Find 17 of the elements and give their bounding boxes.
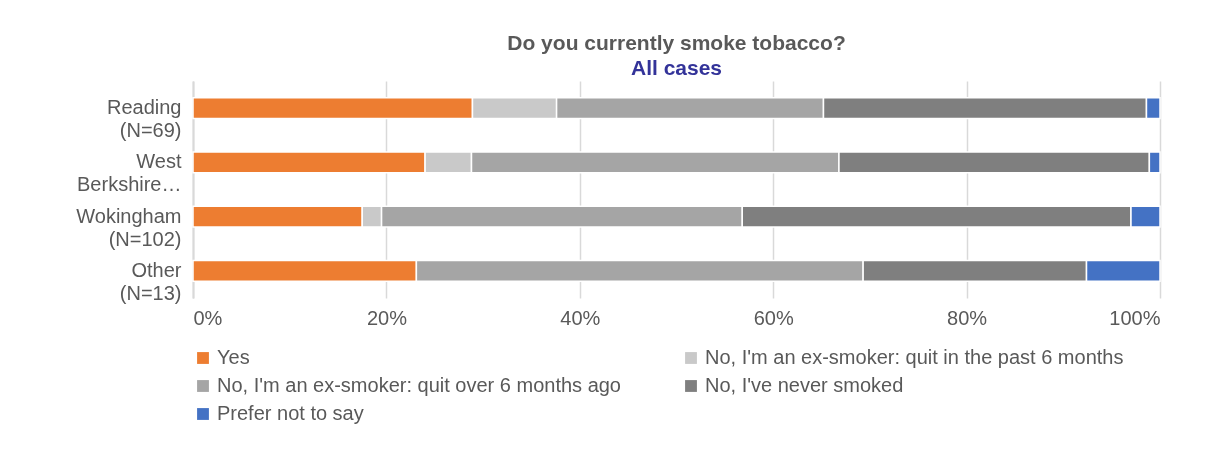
legend-label: No, I'm an ex-smoker: quit over 6 months ago — [217, 374, 621, 396]
legend-label: No, I've never smoked — [705, 374, 904, 396]
y-tick-label: Reading (N=69) — [106, 96, 182, 142]
chart-title: Do you currently smoke tobacco? — [507, 31, 846, 54]
y-tick-label: Other (N=13) — [119, 258, 182, 304]
x-tick-label: 0% — [193, 306, 223, 329]
y-tick-label: West Berkshire… — [77, 150, 182, 196]
y-tick-label: Wokingham (N=102) — [76, 204, 182, 250]
legend-label: No, I'm an ex-smoker: quit in the past 6 months — [705, 346, 1124, 368]
legend-label: Prefer not to say — [217, 402, 364, 424]
x-tick-label: 100% — [1109, 306, 1161, 329]
x-tick-label: 40% — [560, 306, 601, 329]
x-tick-label: 20% — [366, 306, 408, 329]
chart-subtitle: All cases — [630, 56, 723, 79]
x-tick-label: 80% — [947, 306, 988, 329]
x-tick-label: 60% — [753, 306, 794, 329]
legend-label: Yes — [217, 346, 250, 368]
